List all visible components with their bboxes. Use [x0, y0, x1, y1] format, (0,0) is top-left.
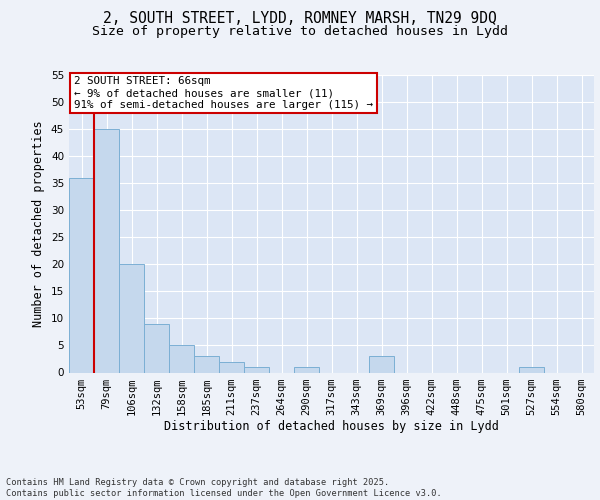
X-axis label: Distribution of detached houses by size in Lydd: Distribution of detached houses by size …: [164, 420, 499, 434]
Text: Size of property relative to detached houses in Lydd: Size of property relative to detached ho…: [92, 24, 508, 38]
Bar: [219, 362, 244, 372]
Bar: [244, 367, 269, 372]
Bar: [94, 129, 119, 372]
Bar: [369, 356, 394, 372]
Bar: [69, 178, 94, 372]
Bar: [519, 367, 544, 372]
Text: 2 SOUTH STREET: 66sqm
← 9% of detached houses are smaller (11)
91% of semi-detac: 2 SOUTH STREET: 66sqm ← 9% of detached h…: [74, 76, 373, 110]
Bar: [119, 264, 144, 372]
Text: Contains HM Land Registry data © Crown copyright and database right 2025.
Contai: Contains HM Land Registry data © Crown c…: [6, 478, 442, 498]
Bar: [294, 367, 319, 372]
Text: 2, SOUTH STREET, LYDD, ROMNEY MARSH, TN29 9DQ: 2, SOUTH STREET, LYDD, ROMNEY MARSH, TN2…: [103, 11, 497, 26]
Bar: [194, 356, 219, 372]
Y-axis label: Number of detached properties: Number of detached properties: [32, 120, 46, 327]
Bar: [169, 346, 194, 372]
Bar: [144, 324, 169, 372]
